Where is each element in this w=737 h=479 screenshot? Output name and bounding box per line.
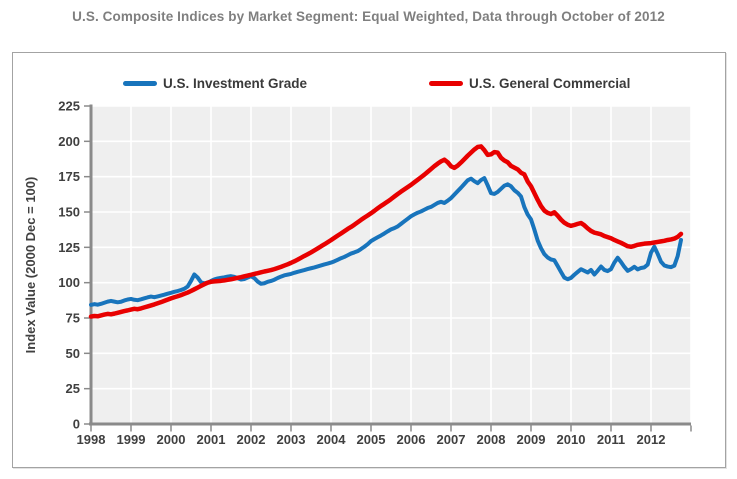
y-tick-label: 100 bbox=[58, 275, 80, 290]
y-tick-label: 125 bbox=[58, 240, 80, 255]
legend-item-investment-grade: U.S. Investment Grade bbox=[123, 74, 307, 92]
y-axis-title: Index Value (2000 Dec = 100) bbox=[23, 177, 38, 354]
legend-item-general-commercial: U.S. General Commercial bbox=[429, 74, 630, 92]
y-tick-label: 0 bbox=[73, 417, 80, 432]
general-commercial-legend-label: U.S. General Commercial bbox=[469, 75, 631, 91]
x-tick-label: 2009 bbox=[517, 432, 546, 447]
x-tick-label: 2003 bbox=[277, 432, 306, 447]
x-tick-label: 2006 bbox=[397, 432, 426, 447]
plot-area: 0 25 50 75 100 125 150 175 200 225 1998 1999 2000 200… bbox=[23, 99, 692, 447]
general-commercial-legend-swatch bbox=[429, 80, 463, 86]
general-commercial-line bbox=[88, 144, 684, 319]
y-tick-label: 175 bbox=[58, 169, 80, 184]
x-tick-label: 1999 bbox=[117, 432, 146, 447]
y-tick-label: 200 bbox=[58, 134, 80, 149]
y-tick-label: 50 bbox=[66, 346, 80, 361]
x-tick-label: 2012 bbox=[637, 432, 666, 447]
x-tick-label: 2008 bbox=[477, 432, 506, 447]
x-tick-label: 2002 bbox=[237, 432, 266, 447]
y-tick-label: 25 bbox=[66, 381, 80, 396]
x-tick-label: 1998 bbox=[77, 432, 106, 447]
investment-grade-legend-swatch bbox=[123, 80, 157, 86]
y-tick-label: 150 bbox=[58, 205, 80, 220]
x-tick-label: 2000 bbox=[157, 432, 186, 447]
investment-grade-line bbox=[89, 176, 683, 307]
plot-background bbox=[91, 106, 691, 424]
x-tick-label: 2005 bbox=[357, 432, 386, 447]
y-tick-label: 225 bbox=[58, 99, 80, 114]
y-tick-label: 75 bbox=[66, 311, 80, 326]
x-tick-label: 2004 bbox=[317, 432, 347, 447]
chart-title: U.S. Composite Indices by Market Segment… bbox=[72, 9, 665, 24]
investment-grade-legend-label: U.S. Investment Grade bbox=[163, 75, 308, 91]
x-tick-label: 2011 bbox=[597, 432, 625, 447]
x-tick-label: 2010 bbox=[557, 432, 586, 447]
x-tick-label: 2001 bbox=[197, 432, 226, 447]
x-tick-label: 2007 bbox=[437, 432, 466, 447]
chart-container: U.S. Investment Grade U.S. General Comme… bbox=[12, 52, 726, 468]
